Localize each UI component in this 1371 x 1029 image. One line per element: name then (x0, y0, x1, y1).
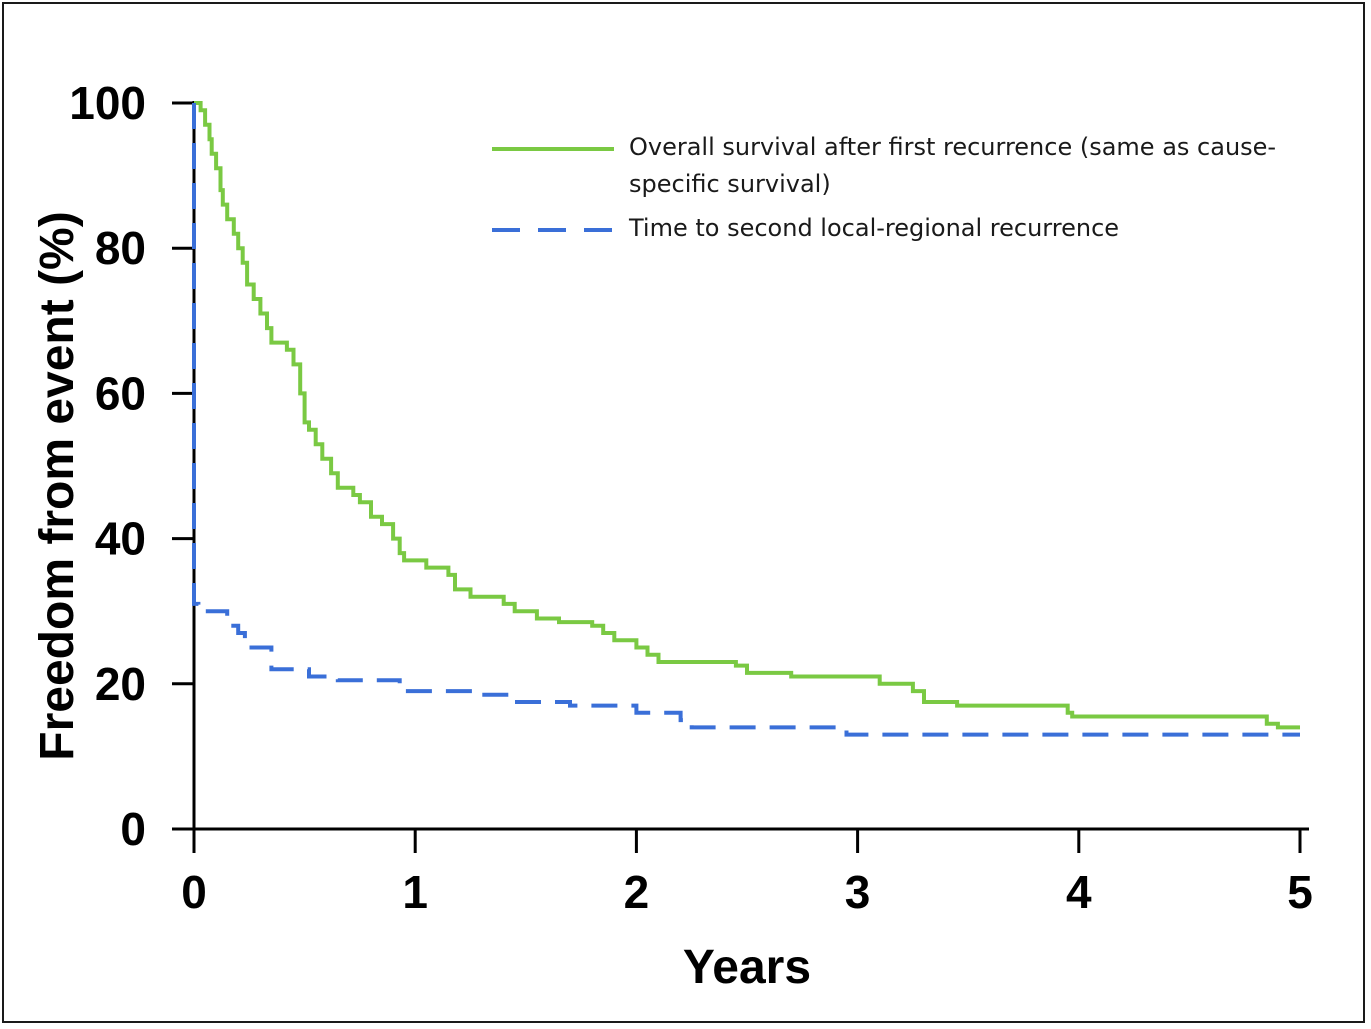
x-tick-label: 3 (845, 866, 871, 918)
x-tick-label: 0 (181, 866, 207, 918)
axes: 0 20 40 60 80 100 0 1 2 3 4 5 (69, 77, 1313, 918)
y-tick-label: 40 (95, 513, 146, 565)
y-tick-label: 60 (95, 367, 146, 419)
y-tick-label: 100 (69, 77, 146, 129)
y-tick-label: 20 (95, 658, 146, 710)
x-tick-label: 2 (624, 866, 650, 918)
y-tick-label: 0 (120, 803, 146, 855)
series-line-1 (194, 101, 1300, 730)
legend-label-1: specific survival) (629, 170, 831, 198)
legend-label-2: Time to second local-regional recurrence (628, 214, 1119, 242)
y-axis-title: Freedom from event (%) (31, 211, 84, 760)
x-tick-label: 5 (1287, 866, 1313, 918)
series-layer (192, 101, 1300, 737)
legend-label-1: Overall survival after first recurrence … (629, 133, 1276, 161)
y-tick-label: 80 (95, 222, 146, 274)
legend: Overall survival after first recurrence … (492, 133, 1276, 242)
x-tick-label: 4 (1066, 866, 1092, 918)
x-axis-title: Years (683, 941, 811, 994)
x-tick-label: 1 (402, 866, 428, 918)
series-line-2 (192, 103, 1300, 737)
